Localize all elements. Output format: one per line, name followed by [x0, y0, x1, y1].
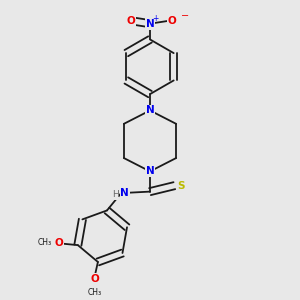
Text: N: N [146, 167, 154, 176]
Text: H: H [112, 190, 119, 199]
Text: O: O [54, 238, 63, 248]
Text: O: O [91, 274, 99, 284]
Text: CH₃: CH₃ [38, 238, 52, 247]
Text: −: − [181, 11, 189, 21]
Text: S: S [177, 181, 185, 191]
Text: O: O [126, 16, 135, 26]
Text: N: N [120, 188, 129, 198]
Text: CH₃: CH₃ [88, 288, 102, 297]
Text: N: N [146, 106, 154, 116]
Text: +: + [152, 14, 158, 23]
Text: O: O [168, 16, 177, 26]
Text: N: N [146, 19, 154, 29]
